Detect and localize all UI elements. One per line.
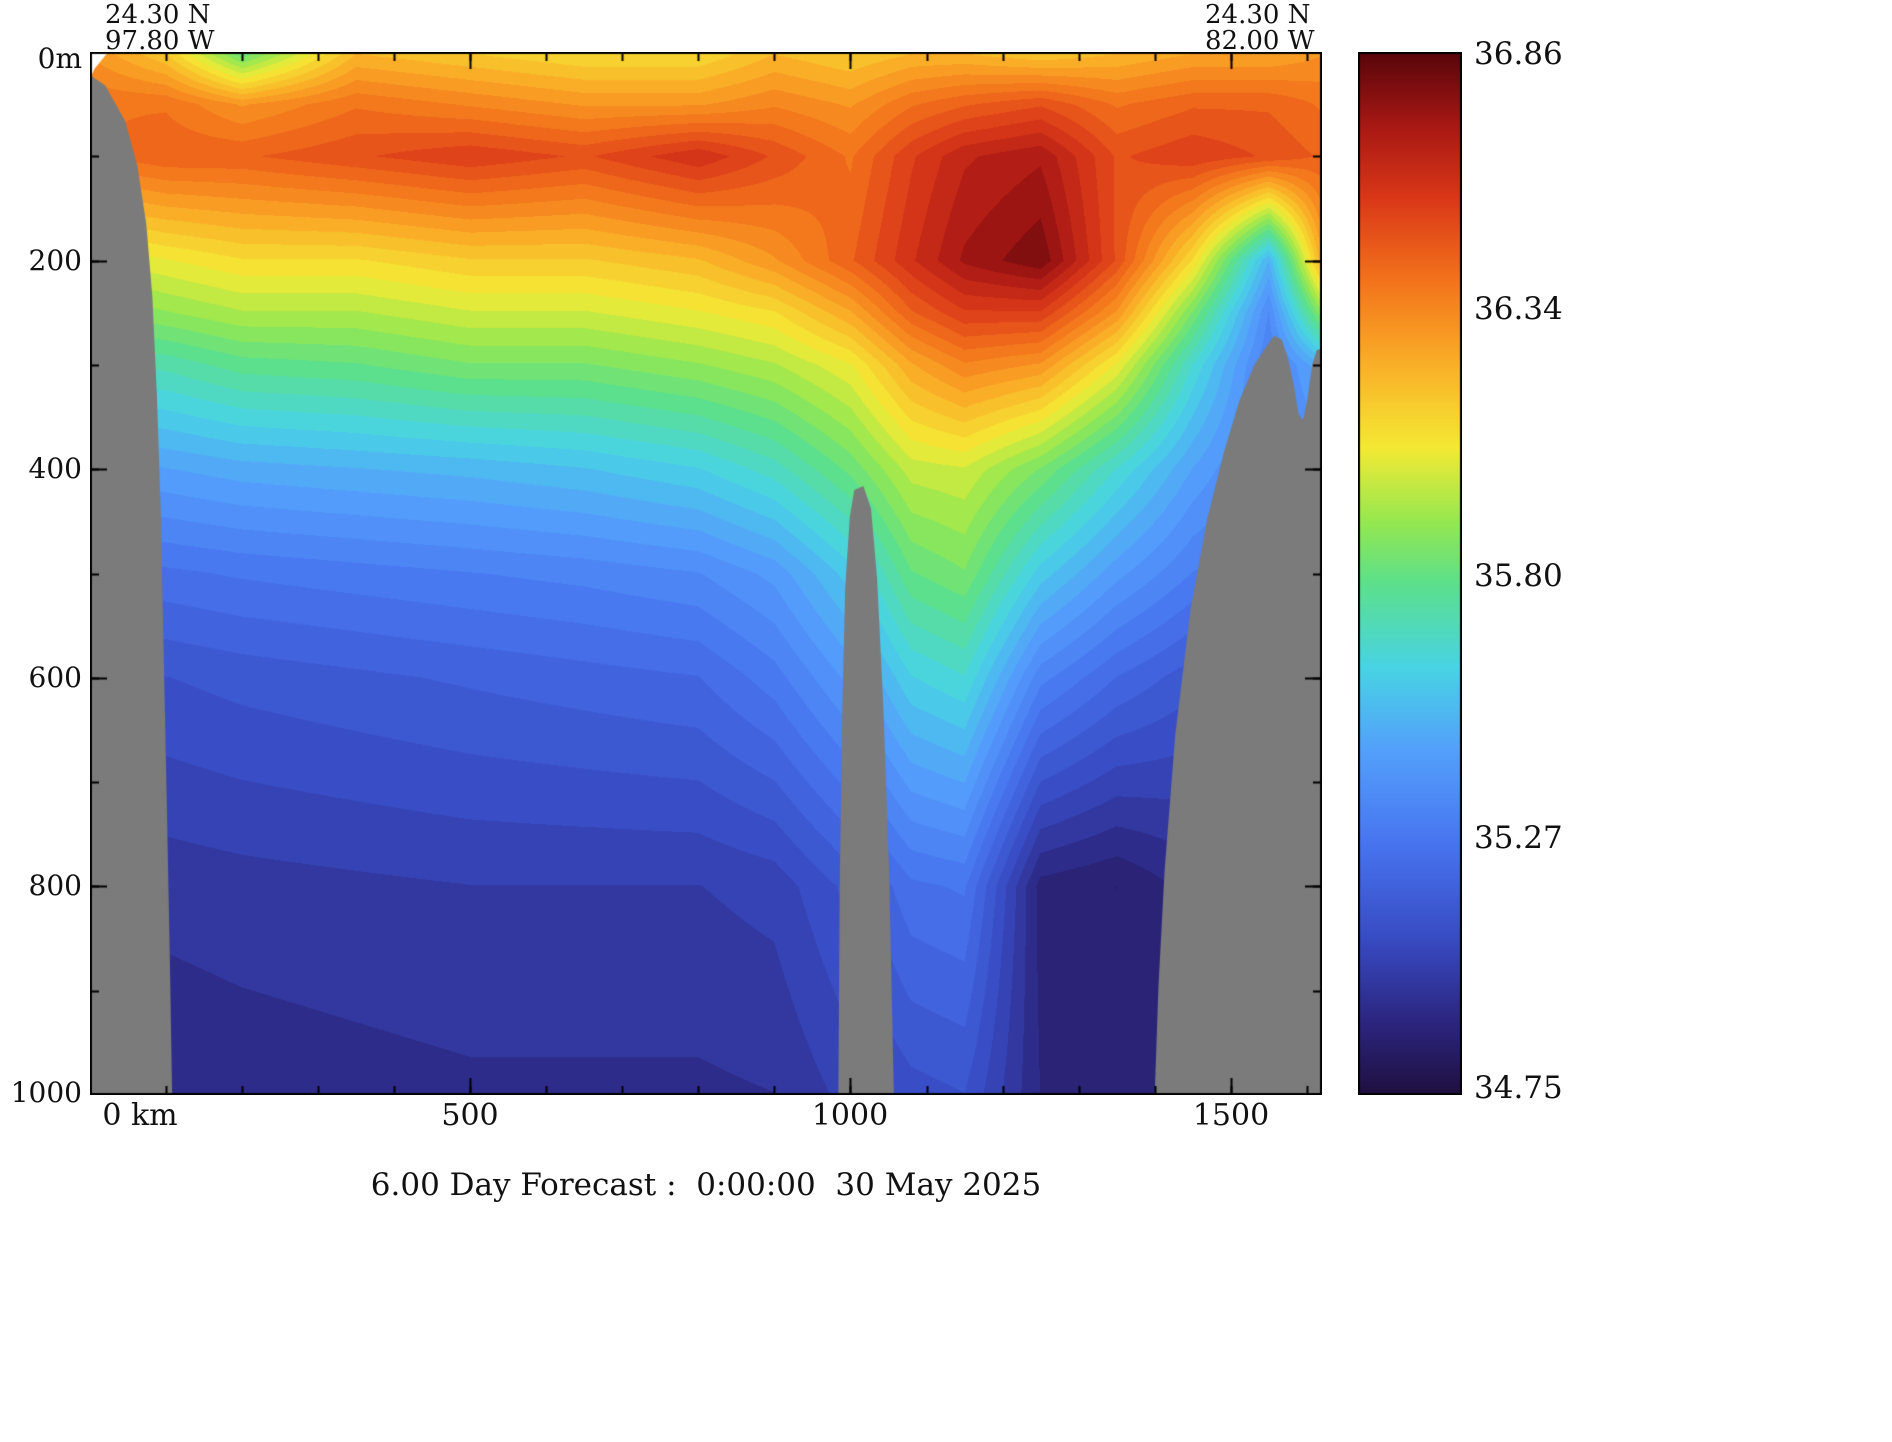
y-axis-label-400: 400	[28, 452, 82, 485]
y-axis-label-0m: 0m	[37, 42, 82, 75]
y-axis-label-1000: 1000	[10, 1076, 82, 1109]
colorbar-tick-label: 36.34	[1474, 291, 1563, 327]
figure-caption: 6.00 Day Forecast : 0:00:00 30 May 2025	[370, 1167, 1042, 1203]
transect-end-latitude: 24.30 N	[1205, 0, 1311, 30]
transect-start-latitude: 24.30 N	[105, 0, 211, 30]
x-axis-label-1000: 1000	[811, 1098, 889, 1133]
transect-end-longitude: 82.00 W	[1205, 26, 1315, 56]
colorbar-tick-label: 35.27	[1474, 820, 1563, 856]
y-axis-label-200: 200	[28, 244, 82, 277]
y-axis-label-800: 800	[28, 869, 82, 902]
colorbar-tick-label-min: 34.75	[1474, 1070, 1563, 1106]
transect-start-longitude: 97.80 W	[105, 26, 215, 56]
colorbar-tick-label: 35.80	[1474, 558, 1563, 594]
y-axis-label-600: 600	[28, 661, 82, 694]
x-axis-label-0km: 0 km	[102, 1098, 178, 1133]
colorbar-tick-label-max: 36.86	[1474, 36, 1563, 72]
colorbar	[1358, 52, 1462, 1095]
section-plot-canvas	[90, 52, 1322, 1095]
x-axis-label-500: 500	[441, 1098, 499, 1133]
x-axis-label-1500: 1500	[1192, 1098, 1270, 1133]
